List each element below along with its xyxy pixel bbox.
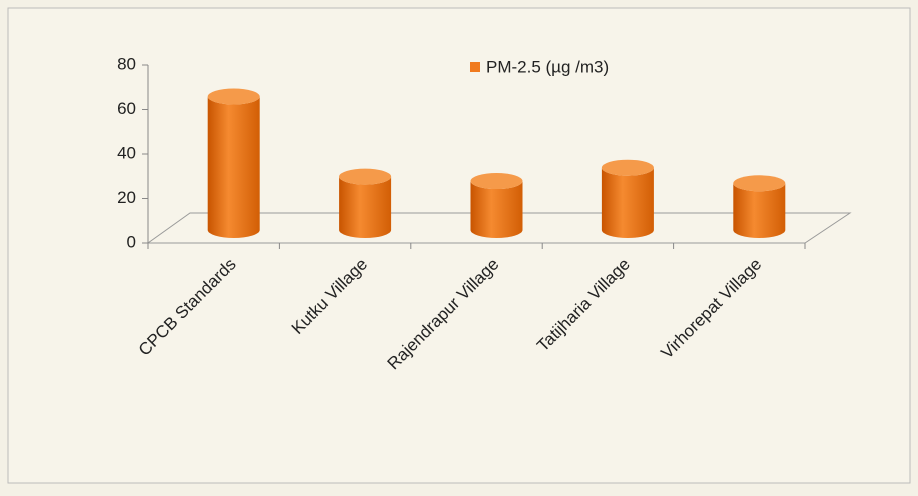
y-tick-label: 20 — [117, 188, 136, 207]
cylinder — [470, 181, 523, 238]
y-tick-label: 80 — [117, 54, 136, 73]
legend-swatch — [470, 62, 480, 72]
cylinder-top — [207, 88, 260, 105]
chart-frame — [7, 7, 911, 484]
y-tick-label: 0 — [127, 232, 136, 251]
cylinder-top — [733, 175, 786, 192]
cylinder — [601, 167, 654, 238]
cylinder-top — [339, 168, 392, 185]
cylinder-top — [601, 159, 654, 176]
cylinder — [733, 183, 786, 238]
cylinder-top — [470, 173, 523, 190]
cylinder — [339, 176, 392, 238]
y-tick-label: 60 — [117, 99, 136, 118]
floor — [146, 212, 852, 244]
legend-label: PM-2.5 (µg /m3) — [486, 57, 609, 76]
y-tick-label: 40 — [117, 143, 136, 162]
cylinder — [207, 96, 260, 238]
